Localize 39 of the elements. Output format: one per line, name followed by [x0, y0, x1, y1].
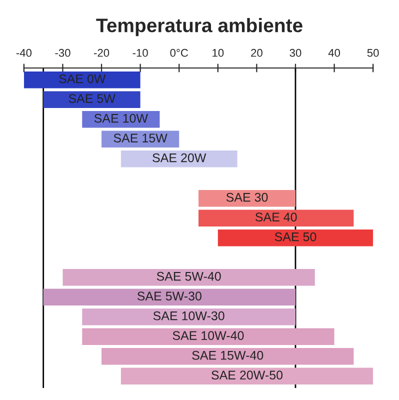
bar	[102, 130, 180, 148]
bar	[82, 110, 160, 128]
y-tick-label: SAE 15W	[114, 134, 168, 142]
y-tick-label: SAE 50	[274, 232, 316, 242]
bar	[82, 328, 334, 346]
y-tick-label: SAE 30	[226, 192, 268, 202]
x-tick-label: -30	[55, 48, 70, 57]
bar	[43, 288, 296, 306]
y-tick-label: SAE 10W	[94, 114, 148, 123]
y-tick-label: SAE 15W-40	[192, 350, 264, 360]
bar	[43, 91, 140, 108]
y-tick-label: SAE 20W-50	[212, 370, 283, 380]
x-tick-label: 10	[212, 48, 224, 57]
x-tick-label: 20	[251, 48, 262, 57]
y-tick-label: SAE 0W	[59, 74, 106, 84]
bar	[120, 368, 374, 385]
x-tick-label: 50	[367, 48, 379, 57]
y-tick-label: SAE 40	[255, 212, 297, 222]
x-tick-label: 40	[328, 48, 340, 57]
y-tick-label: SAE 10W-30	[153, 311, 224, 320]
bar	[120, 150, 238, 168]
x-tick-label: 0°C	[170, 48, 188, 57]
y-tick-label: SAE 5W-30	[137, 292, 202, 300]
y-tick-label: SAE 10W-40	[172, 331, 244, 340]
y-tick-label: SAE 5W-40	[156, 272, 221, 281]
bar	[198, 210, 354, 227]
y-tick-label: SAE 5W	[68, 94, 116, 103]
bar	[198, 190, 296, 207]
x-tick-label: -10	[132, 48, 148, 57]
bar	[24, 71, 140, 88]
bar	[102, 348, 354, 365]
bar	[82, 308, 296, 326]
x-tick-label: 30	[290, 48, 302, 57]
bar	[218, 229, 374, 246]
x-tick-label: -20	[94, 48, 110, 57]
y-tick-label: SAE 20W	[152, 153, 206, 162]
bar	[62, 268, 315, 286]
x-tick-label: -40	[16, 48, 32, 57]
chart-title: Temperatura ambiente	[96, 18, 302, 36]
